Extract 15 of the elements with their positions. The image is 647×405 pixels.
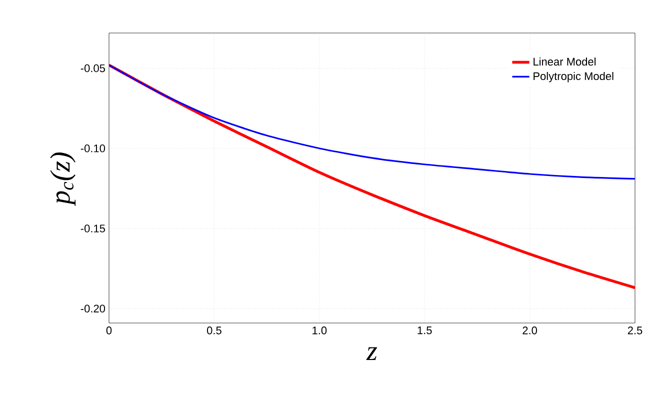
x-tick-label: 0.5 — [206, 326, 222, 334]
x-axis-title: z — [366, 347, 378, 360]
legend-label: Polytropic Model — [534, 72, 614, 82]
y-tick-label: -0.05 — [80, 64, 105, 72]
x-tick-label: 0 — [106, 326, 112, 334]
x-tick-label: 2.5 — [628, 326, 642, 334]
legend-label: Linear Model — [534, 58, 596, 66]
y-tick-label: -0.10 — [80, 144, 106, 152]
y-tick-label: -0.15 — [80, 224, 105, 232]
y-tick-label: -0.20 — [80, 304, 106, 312]
line-series — [109, 64, 636, 180]
x-tick-label: 1.5 — [418, 326, 432, 334]
x-tick-label: 2.0 — [522, 326, 538, 334]
x-tick-label: 1.0 — [312, 326, 327, 334]
y-axis-title: p$_{c}$(z) — [50, 152, 76, 206]
